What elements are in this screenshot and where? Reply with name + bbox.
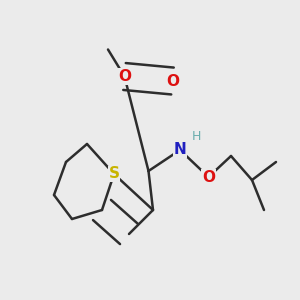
Text: H: H [192,130,201,143]
Text: N: N [174,142,186,158]
Text: O: O [118,69,131,84]
Text: S: S [109,167,119,182]
Text: O: O [166,74,179,88]
Text: O: O [202,169,215,184]
